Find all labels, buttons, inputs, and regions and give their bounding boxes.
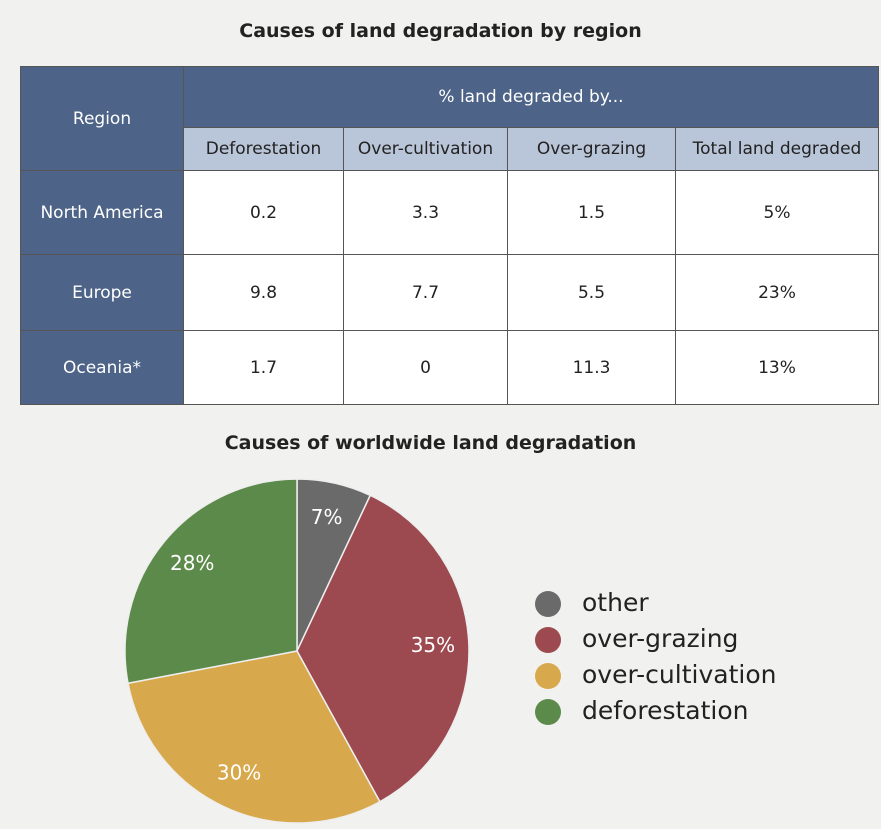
pie-slice [125,479,297,683]
table-cell: 0.2 [184,171,344,255]
column-header: Deforestation [184,128,344,171]
row-header: Europe [21,255,184,331]
slice-label: 28% [170,551,214,575]
table-cell: 7.7 [344,255,508,331]
legend-swatch [535,699,561,725]
legend-swatch [535,591,561,617]
table-cell: 1.5 [508,171,676,255]
legend-label: over-cultivation [582,660,776,689]
legend-label: deforestation [582,696,749,725]
page: Causes of land degradation by region Reg… [0,0,881,829]
table-cell: 13% [676,331,879,405]
slice-label: 35% [411,633,455,657]
row-header: North America [21,171,184,255]
legend-label: over-grazing [582,624,738,653]
table: Region % land degraded by... Deforestati… [20,66,879,405]
table-cell: 5.5 [508,255,676,331]
table-cell: 1.7 [184,331,344,405]
chart: 7% other 35% over-grazing 30% over-cultivatio… [0,420,881,829]
column-header: Over-grazing [508,128,676,171]
legend-label: other [582,588,649,617]
table-cell: 3.3 [344,171,508,255]
table-cell: 0 [344,331,508,405]
legend-swatch [535,627,561,653]
slice-label: 30% [217,761,261,785]
slice-label: 7% [311,505,343,529]
header-cell: Region [21,67,184,171]
table-title: Causes of land degradation by region [0,20,881,42]
legend-swatch [535,663,561,689]
table-cell: 11.3 [508,331,676,405]
table-cell: 23% [676,255,879,331]
header-cell: % land degraded by... [184,67,879,128]
column-header: Over-cultivation [344,128,508,171]
table-cell: 5% [676,171,879,255]
row-header: Oceania* [21,331,184,405]
column-header: Total land degraded [676,128,879,171]
table-cell: 9.8 [184,255,344,331]
